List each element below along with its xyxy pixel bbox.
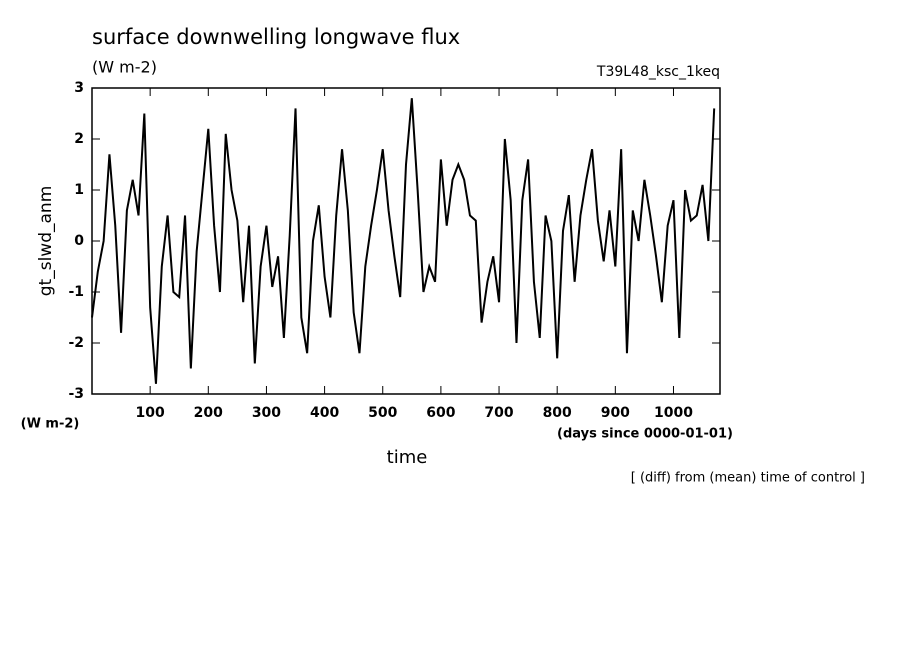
plot-frame bbox=[91, 87, 721, 395]
x-tick-label: 100 bbox=[136, 405, 165, 421]
y-tick-label: 2 bbox=[74, 131, 84, 147]
data-line bbox=[91, 98, 716, 384]
x-tick-label: 400 bbox=[310, 405, 339, 421]
x-tick-label: 700 bbox=[484, 405, 513, 421]
y-units: (W m-2) bbox=[21, 417, 80, 432]
x-units: (days since 0000-01-01) bbox=[557, 427, 733, 442]
experiment: T39L48_ksc_1keq bbox=[596, 64, 720, 80]
x-tick-label: 500 bbox=[368, 405, 397, 421]
x-tick-label: 800 bbox=[543, 405, 572, 421]
x-tick-label: 900 bbox=[601, 405, 630, 421]
y-tick-label: 1 bbox=[74, 182, 84, 198]
y-tick-label: 3 bbox=[74, 80, 84, 96]
x-tick-label: 1000 bbox=[654, 405, 693, 421]
note: [ (diff) from (mean) time of control ] bbox=[631, 471, 865, 486]
y-tick-label: -3 bbox=[68, 386, 84, 402]
x-tick-label: 600 bbox=[426, 405, 455, 421]
y-tick-label: -1 bbox=[68, 284, 84, 300]
units: (W m-2) bbox=[92, 58, 157, 77]
chart-title: surface downwelling longwave flux bbox=[92, 25, 460, 49]
y-axis-label: gt_slwd_anm bbox=[36, 186, 56, 296]
y-tick-label: 0 bbox=[74, 233, 84, 249]
x-tick-label: 200 bbox=[194, 405, 223, 421]
x-axis-label: time bbox=[387, 447, 428, 468]
x-tick-label: 300 bbox=[252, 405, 281, 421]
y-tick-label: -2 bbox=[68, 335, 84, 351]
